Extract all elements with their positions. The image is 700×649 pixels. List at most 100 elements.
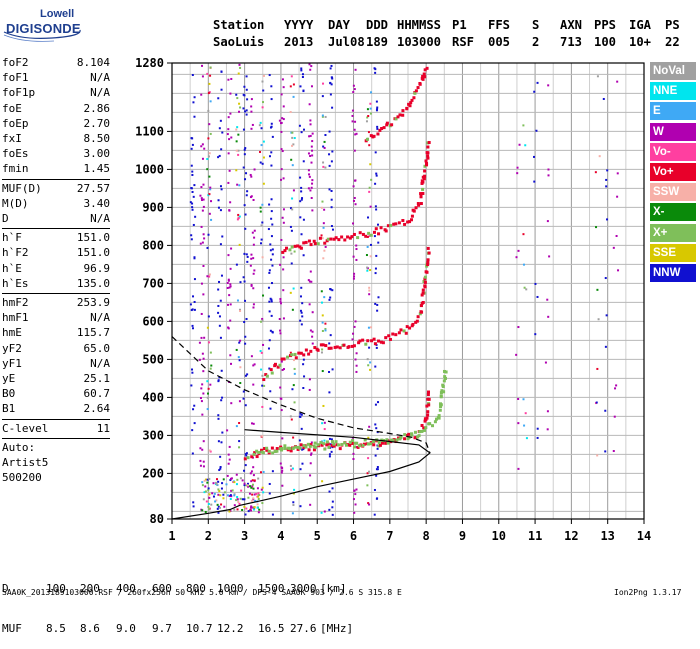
- noise-point: [271, 135, 274, 138]
- noise-point: [355, 352, 358, 355]
- noise-point: [352, 255, 355, 258]
- noise-point: [260, 224, 263, 227]
- trace-point-x: [385, 438, 389, 442]
- trace-point-o-3hop: [379, 226, 383, 230]
- noise-point: [331, 228, 334, 231]
- param-row-yf2: yF2 65.0: [2, 342, 110, 357]
- param-separator: [2, 293, 110, 294]
- noise-point: [235, 140, 238, 143]
- noise-point: [239, 382, 242, 385]
- noise-point: [281, 216, 284, 219]
- noise-point: [191, 143, 194, 146]
- noise-point: [367, 364, 370, 367]
- noise-point: [226, 282, 229, 285]
- noise-point: [534, 333, 537, 336]
- noise-point: [261, 486, 264, 489]
- noise-point: [320, 351, 323, 354]
- noise-point: [200, 312, 203, 315]
- noise-point: [270, 210, 273, 213]
- noise-point: [290, 418, 293, 421]
- noise-point: [544, 361, 547, 364]
- param-value: 8.50: [83, 132, 111, 145]
- trace-point-x: [366, 442, 370, 446]
- noise-point: [228, 445, 231, 448]
- trace-point-o-3hop: [337, 238, 341, 242]
- noise-point: [235, 425, 238, 428]
- trace-point-x: [433, 420, 437, 424]
- noise-point: [354, 68, 357, 71]
- x-tick-label: 14: [637, 529, 651, 543]
- es-echo-point: [201, 509, 204, 512]
- noise-point: [230, 136, 233, 139]
- noise-point: [259, 450, 262, 453]
- digisonde-logo-icon: [3, 29, 81, 42]
- param-value: 2.70: [83, 116, 111, 130]
- trace-point-o-2hop: [327, 346, 331, 350]
- noise-point: [291, 131, 294, 134]
- noise-point: [228, 294, 231, 297]
- noise-point: [229, 303, 232, 306]
- trace-point-x: [348, 440, 352, 444]
- noise-point: [228, 286, 231, 289]
- trace-point-o-2hop: [302, 353, 306, 357]
- noise-point: [373, 513, 376, 516]
- noise-point: [353, 196, 356, 199]
- noise-point: [221, 235, 224, 238]
- noise-point: [292, 501, 295, 504]
- es-echo-point: [213, 492, 216, 495]
- noise-point: [321, 329, 324, 332]
- noise-point: [244, 513, 247, 516]
- noise-point: [219, 209, 222, 212]
- noise-point: [282, 177, 285, 180]
- noise-point: [351, 338, 354, 341]
- noise-point: [322, 404, 325, 407]
- trace-point-o: [260, 448, 264, 452]
- noise-point: [354, 179, 357, 182]
- noise-point: [236, 508, 239, 511]
- noise-point: [251, 506, 254, 509]
- noise-point: [268, 300, 271, 303]
- noise-point: [250, 253, 253, 256]
- noise-point: [369, 368, 372, 371]
- noise-point: [369, 255, 372, 258]
- trace-point-o: [426, 410, 430, 414]
- noise-point: [217, 511, 220, 514]
- trace-point-o-3hop: [350, 235, 354, 239]
- noise-point: [261, 317, 264, 320]
- noise-point: [279, 462, 282, 465]
- trace-point-x: [418, 430, 422, 434]
- noise-point: [310, 161, 313, 164]
- trace-point-o-2hop: [329, 346, 333, 350]
- es-echo-point: [246, 482, 249, 485]
- noise-point: [352, 332, 355, 335]
- es-echo-point: [215, 478, 218, 481]
- es-echo-point: [239, 477, 242, 480]
- trace-point-x: [371, 440, 375, 444]
- trace-point-x: [344, 443, 348, 447]
- header-label-6: FFS: [488, 18, 511, 32]
- noise-point: [546, 428, 549, 431]
- param-row-hf: h`F 151.0: [2, 231, 110, 246]
- noise-point: [289, 291, 292, 294]
- trace-point-x: [298, 446, 302, 450]
- plot-frame: [171, 62, 645, 520]
- muf-cell: 1500: [258, 582, 285, 595]
- noise-point: [321, 314, 324, 317]
- param-value: N/A: [90, 311, 110, 325]
- noise-point: [208, 449, 211, 452]
- es-echo-point: [247, 510, 250, 513]
- noise-point: [522, 124, 525, 127]
- trace-point-o-3hop: [417, 203, 421, 207]
- noise-point: [268, 367, 271, 370]
- noise-point: [207, 315, 210, 318]
- noise-point: [201, 75, 204, 78]
- header-label-7: S: [532, 18, 540, 32]
- trace-point-o: [338, 447, 342, 451]
- noise-point: [322, 82, 325, 85]
- header-label-11: PS: [665, 18, 680, 32]
- noise-point: [370, 178, 373, 181]
- noise-point: [369, 243, 372, 246]
- es-echo-point: [233, 494, 236, 497]
- trace-point-x: [304, 445, 308, 449]
- noise-point: [298, 439, 301, 442]
